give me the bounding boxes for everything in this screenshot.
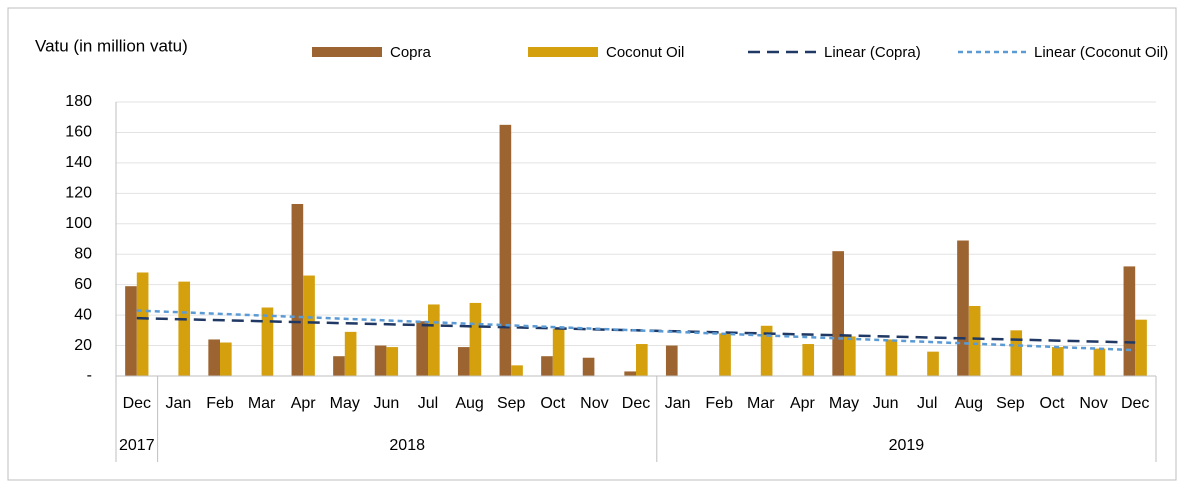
x-tick-label: Dec	[622, 395, 650, 412]
y-tick-label: 80	[74, 245, 92, 262]
x-tick-label: Jan	[166, 395, 192, 412]
x-tick-label: Jun	[873, 395, 899, 412]
legend-label: Copra	[390, 44, 432, 61]
bar	[957, 240, 969, 376]
bar	[261, 307, 274, 376]
x-tick-label: Jun	[374, 395, 400, 412]
y-tick-label: 180	[65, 93, 92, 110]
y-tick-label: -	[87, 367, 92, 384]
x-tick-label: Sep	[497, 395, 526, 412]
bar	[802, 344, 815, 376]
x-tick-label: Feb	[206, 395, 234, 412]
bar	[291, 203, 304, 376]
bar	[333, 356, 345, 376]
x-tick-label: Apr	[790, 395, 816, 412]
bar	[832, 251, 844, 376]
x-tick-label: May	[330, 395, 360, 412]
bar	[844, 336, 856, 376]
bar	[428, 304, 440, 376]
y-tick-label: 120	[65, 185, 92, 202]
x-tick-label: Mar	[747, 395, 775, 412]
bar	[178, 281, 191, 376]
bar	[1010, 330, 1023, 376]
y-tick-label: 40	[74, 306, 92, 323]
x-tick-label: Aug	[955, 395, 983, 412]
bar	[1093, 348, 1106, 376]
bar	[374, 345, 387, 376]
legend-label: Coconut Oil	[606, 44, 684, 61]
bar	[968, 305, 981, 376]
bar	[541, 356, 553, 376]
bar	[499, 124, 512, 376]
y-tick-label: 60	[74, 276, 92, 293]
bar	[636, 344, 648, 376]
bar	[665, 345, 678, 376]
bar	[760, 325, 773, 376]
bar	[344, 331, 357, 376]
x-group-label: 2019	[889, 437, 925, 454]
x-tick-label: Jul	[917, 395, 937, 412]
x-group-label: 2018	[389, 437, 425, 454]
x-tick-label: Dec	[123, 395, 151, 412]
y-tick-label: 20	[74, 337, 92, 354]
bar	[125, 286, 137, 376]
bar	[1135, 319, 1147, 376]
legend-swatch	[528, 47, 598, 57]
legend-label: Linear (Coconut Oil)	[1034, 44, 1168, 61]
chart-title: Vatu (in million vatu)	[35, 36, 188, 55]
bar	[927, 351, 939, 376]
bar	[208, 339, 220, 376]
x-tick-label: Jan	[665, 395, 691, 412]
x-tick-label: Dec	[1121, 395, 1149, 412]
legend-swatch	[312, 47, 382, 57]
y-tick-label: 100	[65, 215, 92, 232]
bar	[885, 339, 898, 376]
bar	[416, 321, 428, 376]
x-tick-label: Oct	[540, 395, 565, 412]
bar	[719, 333, 731, 376]
x-tick-label: May	[829, 395, 859, 412]
bar	[136, 272, 149, 376]
x-tick-label: Jul	[418, 395, 438, 412]
y-tick-label: 160	[65, 124, 92, 141]
legend-label: Linear (Copra)	[824, 44, 921, 61]
bar	[457, 347, 470, 376]
bar	[303, 275, 315, 376]
x-tick-label: Apr	[291, 395, 317, 412]
bar	[469, 302, 482, 376]
x-tick-label: Nov	[580, 395, 608, 412]
x-tick-label: Feb	[705, 395, 733, 412]
bar	[624, 371, 636, 376]
x-group-label: 2017	[119, 437, 155, 454]
trend-line	[136, 309, 1136, 352]
x-tick-label: Oct	[1040, 395, 1065, 412]
bar	[511, 365, 523, 376]
x-tick-label: Nov	[1079, 395, 1107, 412]
x-tick-label: Aug	[455, 395, 483, 412]
bar	[386, 347, 399, 376]
chart-frame	[7, 7, 1177, 481]
bar	[1123, 266, 1136, 376]
x-tick-label: Sep	[996, 395, 1025, 412]
bar	[582, 357, 595, 376]
y-tick-label: 140	[65, 154, 92, 171]
x-tick-label: Mar	[248, 395, 276, 412]
bar	[552, 328, 565, 376]
bar	[1052, 347, 1064, 376]
bar	[220, 342, 232, 376]
